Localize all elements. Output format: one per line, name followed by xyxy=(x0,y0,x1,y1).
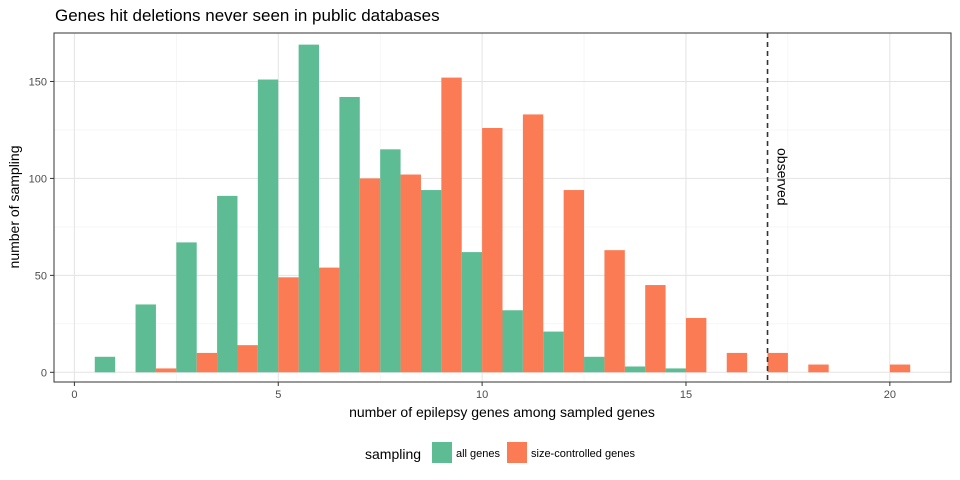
chart-title: Genes hit deletions never seen in public… xyxy=(55,6,440,25)
bar-all-genes-15 xyxy=(665,368,686,373)
bar-size-controlled-9 xyxy=(441,77,462,373)
x-tick-label: 10 xyxy=(476,389,488,401)
bar-size-controlled-2 xyxy=(155,368,177,373)
x-axis-title: number of epilepsy genes among sampled g… xyxy=(349,404,655,420)
bar-all-genes-11 xyxy=(502,310,523,373)
bar-all-genes-9 xyxy=(420,190,442,373)
legend: sampling all genes size-controlled genes xyxy=(365,442,635,463)
x-tick-label: 15 xyxy=(680,389,692,401)
x-tick-label: 20 xyxy=(884,389,896,401)
bar-size-controlled-4 xyxy=(237,345,258,373)
bar-all-genes-13 xyxy=(584,356,605,373)
observed-label: observed xyxy=(775,148,791,206)
bars xyxy=(94,44,911,373)
y-tick-label: 150 xyxy=(29,76,47,88)
bar-all-genes-7 xyxy=(339,96,360,373)
y-axis-title: number of sampling xyxy=(6,146,22,269)
bar-size-controlled-15 xyxy=(685,318,707,373)
y-tick-label: 100 xyxy=(29,173,47,185)
bar-all-genes-6 xyxy=(298,44,320,373)
plot-border xyxy=(53,32,952,383)
y-tick-label: 50 xyxy=(35,270,47,282)
bar-size-controlled-17 xyxy=(767,352,788,373)
bar-all-genes-1 xyxy=(94,356,116,373)
bar-size-controlled-12 xyxy=(563,190,585,373)
bar-all-genes-12 xyxy=(543,331,564,373)
legend-label-size-controlled: size-controlled genes xyxy=(531,448,635,460)
legend-label-all-genes: all genes xyxy=(456,448,501,460)
legend-swatch-all-genes xyxy=(432,442,452,463)
legend-title: sampling xyxy=(365,446,421,462)
bar-size-controlled-11 xyxy=(522,114,544,373)
y-axis-ticks: 0 50 100 150 xyxy=(29,76,54,379)
x-axis-ticks: 0 5 10 15 20 xyxy=(71,382,896,401)
bar-size-controlled-3 xyxy=(196,352,218,373)
bar-all-genes-14 xyxy=(624,366,646,373)
bar-all-genes-2 xyxy=(135,304,156,373)
bar-size-controlled-16 xyxy=(726,352,748,373)
bar-all-genes-3 xyxy=(176,242,197,373)
bar-size-controlled-20 xyxy=(889,364,911,373)
bar-all-genes-10 xyxy=(461,252,483,373)
bar-size-controlled-14 xyxy=(645,285,666,373)
bar-size-controlled-7 xyxy=(359,178,381,373)
bar-all-genes-5 xyxy=(257,79,279,373)
bar-all-genes-4 xyxy=(217,195,238,373)
legend-swatch-size-controlled xyxy=(507,442,527,463)
x-tick-label: 5 xyxy=(275,389,281,401)
y-tick-label: 0 xyxy=(41,367,47,379)
observed-line: observed xyxy=(766,33,791,382)
bar-size-controlled-8 xyxy=(400,174,421,373)
bar-size-controlled-10 xyxy=(482,128,503,373)
bar-all-genes-8 xyxy=(380,149,401,373)
bar-size-controlled-13 xyxy=(604,250,625,373)
bar-size-controlled-6 xyxy=(319,267,340,373)
x-tick-label: 0 xyxy=(71,389,77,401)
bar-size-controlled-18 xyxy=(808,364,829,373)
bar-size-controlled-5 xyxy=(278,277,299,373)
